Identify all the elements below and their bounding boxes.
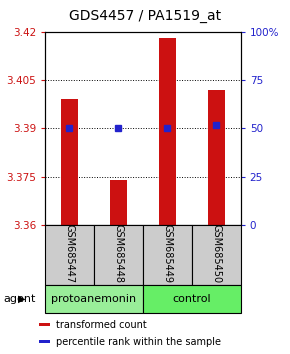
Text: control: control	[173, 294, 211, 304]
Text: protoanemonin: protoanemonin	[51, 294, 137, 304]
Bar	[45, 225, 94, 285]
Bar	[143, 285, 241, 313]
Text: transformed count: transformed count	[56, 320, 147, 330]
Bar	[39, 340, 50, 343]
Bar	[159, 38, 176, 225]
Bar	[208, 90, 225, 225]
Bar	[94, 225, 143, 285]
Text: agent: agent	[3, 294, 35, 304]
Text: GDS4457 / PA1519_at: GDS4457 / PA1519_at	[69, 9, 221, 23]
Bar	[110, 180, 127, 225]
Bar	[143, 225, 192, 285]
Text: GSM685450: GSM685450	[211, 224, 221, 283]
Bar	[45, 285, 143, 313]
Bar	[192, 225, 241, 285]
Text: ▶: ▶	[18, 294, 26, 304]
Text: GSM685448: GSM685448	[113, 224, 123, 283]
Bar	[39, 323, 50, 326]
Text: percentile rank within the sample: percentile rank within the sample	[56, 337, 221, 347]
Text: GSM685447: GSM685447	[64, 224, 75, 283]
Bar	[61, 99, 78, 225]
Text: GSM685449: GSM685449	[162, 224, 172, 283]
